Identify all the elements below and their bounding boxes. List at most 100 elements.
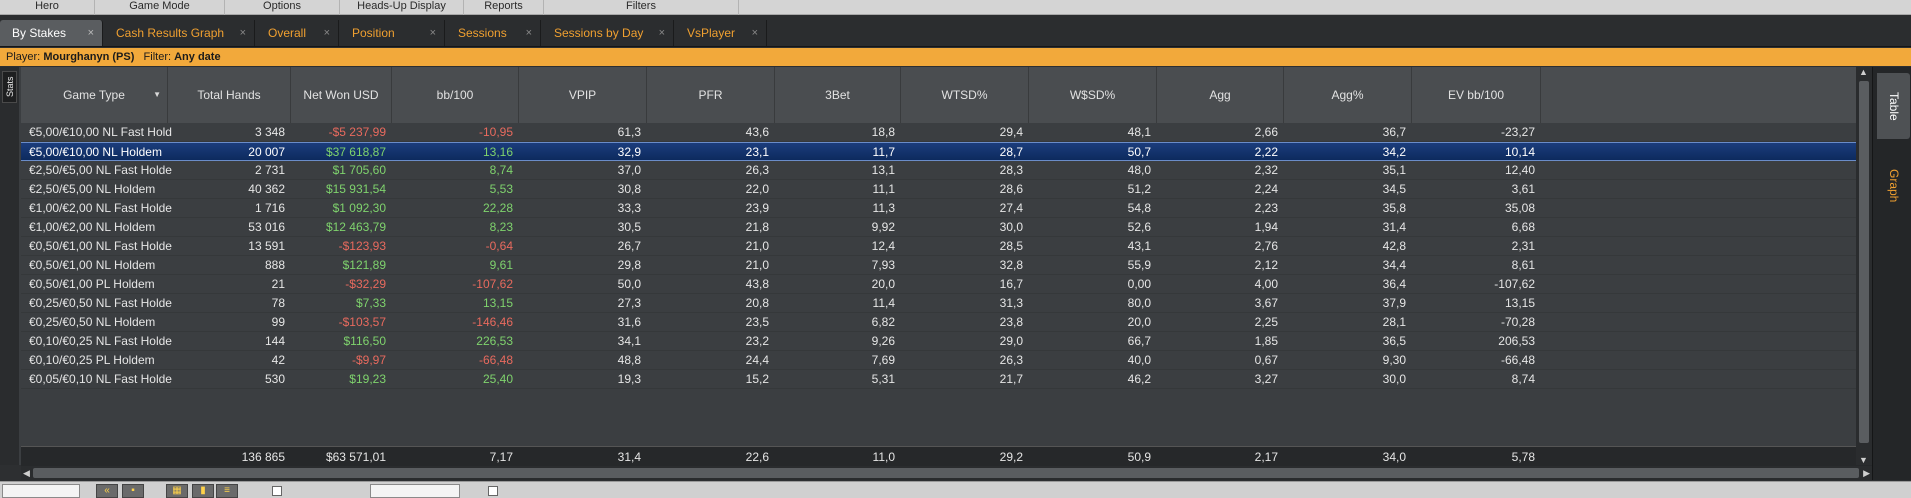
filter-menu-1[interactable]: Game Mode [95,0,225,15]
table-row[interactable]: €0,25/€0,50 NL Holdem 99 -$103,57 -146,46 31… [21,313,1872,332]
stats-side-tab[interactable]: Stats [2,71,17,103]
table-cell: 1 716 [254,201,285,215]
column-header[interactable]: W$SD% [1029,67,1157,123]
column-header[interactable]: VPIP [519,67,647,123]
tab-1[interactable]: Cash Results Graph × [104,20,255,46]
table-row[interactable]: €2,50/€5,00 NL Holdem 40 362 $15 931,54 5,5… [21,180,1872,199]
table-cell: 530 [264,372,285,386]
table-cell: 8,61 [1511,258,1535,272]
column-header[interactable]: Net Won USD [291,67,392,123]
cards-button[interactable]: ▪ [122,484,144,498]
sort-arrow-icon[interactable]: ▼ [153,90,161,99]
table-cell: 37,0 [617,163,641,177]
list-view-button[interactable]: ≡ [216,484,238,498]
grid-view-button[interactable]: ▦ [166,484,188,498]
tab-4[interactable]: Sessions × [446,20,541,46]
column-header[interactable]: Total Hands [168,67,291,123]
column-header[interactable]: PFR [647,67,775,123]
horizontal-scroll-thumb[interactable] [33,468,1859,478]
table-row[interactable]: €0,10/€0,25 PL Holdem 42 -$9,97 -66,48 48,8 2… [21,351,1872,370]
tab-5[interactable]: Sessions by Day × [542,20,674,46]
horizontal-scrollbar[interactable]: ◀ ▶ [21,466,1872,480]
filter-menu-0[interactable]: Hero [0,0,95,15]
table-cell: 99 [271,315,285,329]
table-row[interactable]: €0,05/€0,10 NL Fast Holde 530 $19,23 25,40 1… [21,370,1872,389]
close-icon[interactable]: × [525,27,532,39]
tab-2[interactable]: Overall × [256,20,339,46]
table-row[interactable]: €1,00/€2,00 NL Fast Holde 1 716 $1 092,30 2… [21,199,1872,218]
filter-menu-4[interactable]: Reports [464,0,544,15]
close-icon[interactable]: × [429,27,436,39]
table-cell: 2,32 [1254,163,1278,177]
column-header[interactable]: Agg% [1284,67,1412,123]
close-icon[interactable]: × [87,27,94,39]
scroll-down-icon[interactable]: ▼ [1859,455,1868,465]
column-header[interactable]: 3Bet [775,67,901,123]
column-header[interactable]: Game Type ▼ [21,67,168,123]
table-row[interactable]: €2,50/€5,00 NL Fast Holde 2 731 $1 705,60 8… [21,161,1872,180]
table-row[interactable]: €5,00/€10,00 NL Holdem 20 007 $37 618,87 13… [21,142,1872,161]
table-cell: 5,31 [871,372,895,386]
table-cell: 40 362 [248,182,285,196]
table-cell: 30,0 [1382,372,1406,386]
table-row[interactable]: €1,00/€2,00 NL Holdem 53 016 $12 463,79 8,2… [21,218,1872,237]
rewind-button[interactable]: « [96,484,118,498]
table-cell: 22,28 [482,201,513,215]
tab-3[interactable]: Position × [340,20,445,46]
table-cell: 28,6 [999,182,1023,196]
table-row[interactable]: €5,00/€10,00 NL Fast Hold 3 348 -$5 237,99… [21,123,1872,142]
table-cell: -$9,97 [351,353,386,367]
table-cell: 2,25 [1254,315,1278,329]
totals-row: 136 865 $63 571,01 7,17 31,4 22,6 11,0 29,2 50,… [21,446,1872,466]
bottom-select[interactable] [2,484,80,498]
table-cell: 15,2 [745,372,769,386]
vertical-scrollbar[interactable]: ▲ ▼ [1856,67,1872,465]
tab-graph-view[interactable]: Graph [1887,169,1901,203]
table-cell: 53 016 [248,220,285,234]
tab-6[interactable]: VsPlayer × [675,20,767,46]
table-cell: 50,0 [617,277,641,291]
table-row[interactable]: €0,50/€1,00 NL Fast Holde 13 591 -$123,93 -… [21,237,1872,256]
tab-table-view[interactable]: Table [1877,73,1910,139]
filter-menu-2[interactable]: Options [225,0,340,15]
table-cell: -0,64 [485,239,513,253]
table-cell: 20,8 [745,296,769,310]
scroll-up-icon[interactable]: ▲ [1859,67,1868,77]
table-row[interactable]: €0,25/€0,50 NL Fast Holde 78 $7,33 13,15 27,… [21,294,1872,313]
column-header[interactable]: WTSD% [901,67,1029,123]
table-cell: 24,4 [745,353,769,367]
column-header[interactable]: Agg [1157,67,1284,123]
table-cell: $12 463,79 [325,220,386,234]
filter-menu-5[interactable]: Filters [544,0,739,15]
column-header[interactable]: EV bb/100 [1412,67,1541,123]
bottom-checkbox-1[interactable] [272,486,282,496]
column-header[interactable]: bb/100 [392,67,519,123]
close-icon[interactable]: × [323,27,330,39]
table-cell: -107,62 [1494,277,1535,291]
scroll-left-icon[interactable]: ◀ [23,468,30,478]
tab-0[interactable]: By Stakes × [0,20,103,46]
table-cell: 28,5 [999,239,1023,253]
table-cell: 2,24 [1254,182,1278,196]
table-row[interactable]: €0,50/€1,00 NL Holdem 888 $121,89 9,61 29,8 2… [21,256,1872,275]
vertical-scroll-thumb[interactable] [1859,81,1869,443]
total-cell [21,447,168,467]
scroll-right-icon[interactable]: ▶ [1863,468,1870,478]
filter-menu-3[interactable]: Heads-Up Display [340,0,464,15]
table-cell: 55,9 [1127,258,1151,272]
bottom-input[interactable] [370,484,460,498]
close-icon[interactable]: × [239,27,246,39]
table-cell: 3,61 [1511,182,1535,196]
total-cell: 50,9 [1127,450,1151,464]
chart-view-button[interactable]: ▮ [192,484,214,498]
table-cell: 43,6 [745,125,769,139]
close-icon[interactable]: × [658,27,665,39]
column-header-label: Total Hands [197,88,261,102]
table-row[interactable]: €0,50/€1,00 PL Holdem 21 -$32,29 -107,62 50,… [21,275,1872,294]
table-row[interactable]: €0,10/€0,25 NL Fast Holde 144 $116,50 226,5… [21,332,1872,351]
table-cell: 2,31 [1511,239,1535,253]
close-icon[interactable]: × [751,27,758,39]
table-cell: 37,9 [1382,296,1406,310]
table-cell: 29,8 [617,258,641,272]
bottom-checkbox-2[interactable] [488,486,498,496]
